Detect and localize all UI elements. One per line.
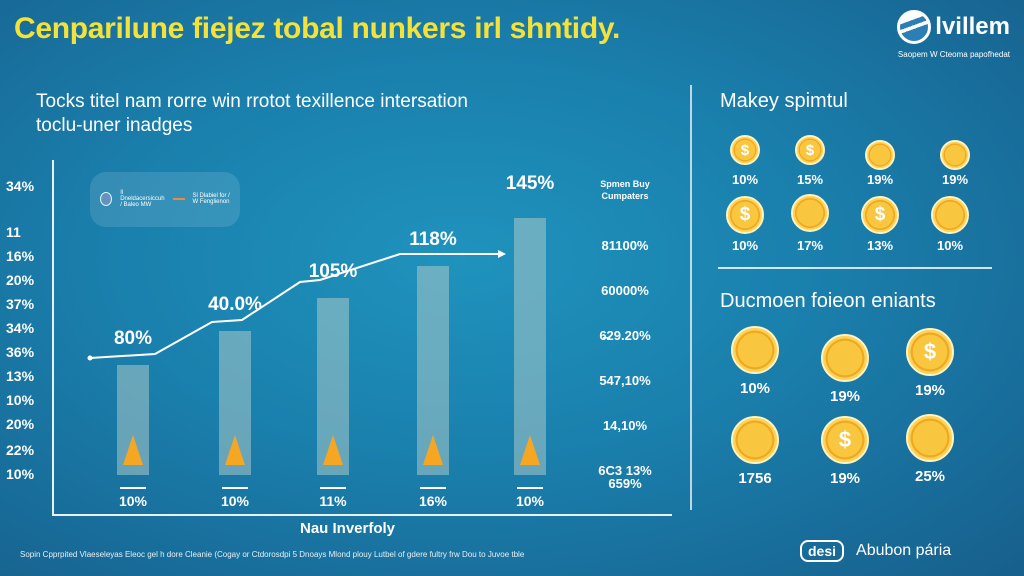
- y-tick-label: 36%: [6, 344, 35, 360]
- vertical-divider: [690, 85, 692, 510]
- coin-card-icon: [931, 196, 969, 234]
- dollar-coin-icon: $: [821, 416, 869, 464]
- y-tick-label: 10%: [6, 466, 35, 482]
- right-axis-label: 14,10%: [602, 418, 648, 433]
- chart-legend: Il Dneldacersiccuh / Baleo MW Sl Dlabiel…: [90, 172, 240, 227]
- coin-icon: [791, 194, 829, 232]
- y-tick-label: 20%: [6, 416, 35, 432]
- x-tick-label: 10%: [118, 493, 148, 509]
- right-axis-title-2: Cumpaters: [601, 191, 649, 201]
- y-tick-label: 34%: [6, 178, 35, 194]
- coin-label: 19%: [829, 470, 861, 487]
- coin-label: 25%: [914, 468, 946, 485]
- brand-name: Abubon pária: [856, 542, 952, 559]
- x-tick-mark: [320, 487, 346, 489]
- coin-stack-screen-icon: [940, 140, 970, 170]
- x-tick-label: 16%: [418, 493, 448, 509]
- footer-disclaimer: Sopin Cpprpited Vlaeseleyas Eleoc gel h …: [20, 550, 525, 559]
- logo-name: lvillem: [935, 13, 1010, 40]
- bar-value-label: 145%: [505, 173, 555, 194]
- dollar-coin-icon: $: [795, 135, 825, 165]
- dollar-coin-icon: $: [861, 196, 899, 234]
- coin-label: 19%: [829, 388, 861, 405]
- y-tick-label: 10%: [6, 392, 35, 408]
- x-axis-title: Nau Inverfoly: [300, 520, 396, 537]
- y-tick-label: 22%: [6, 442, 35, 458]
- coin-stack-screen-icon: [865, 140, 895, 170]
- panel2-title: Ducmoen foieon eniants: [720, 290, 936, 312]
- coin-icon: [731, 416, 779, 464]
- coin-label: 15%: [796, 172, 824, 187]
- bar: [514, 218, 546, 475]
- right-axis-label: 81100%: [601, 238, 649, 253]
- trend-arrow-head: [498, 250, 506, 258]
- bar-value-label: 40.0%: [208, 294, 262, 315]
- coin-label: 10%: [731, 238, 759, 253]
- x-tick-label: 10%: [220, 493, 250, 509]
- logo-tagline: Saopem W Cteoma papofhedat: [897, 50, 1010, 59]
- right-axis-label: 6C3 13%: [598, 463, 652, 478]
- right-axis-title-1: Spmen Buy: [600, 179, 650, 189]
- globe-icon: [897, 10, 932, 44]
- subtitle-line-1: Tocks titel nam rorre win rrotot texille…: [36, 91, 468, 112]
- coin-label: 1756: [738, 470, 772, 487]
- right-axis-label: 547,10%: [599, 373, 651, 388]
- subtitle: Tocks titel nam rorre win rrotot texille…: [36, 90, 468, 138]
- horizontal-divider: [718, 267, 992, 269]
- coin-icon: [731, 326, 779, 374]
- x-tick-label: 11%: [319, 493, 347, 509]
- right-axis-label: 659%: [608, 476, 642, 491]
- coin-icon: [906, 414, 954, 462]
- coin-card-icon: [821, 334, 869, 382]
- coin-label: 10%: [731, 172, 759, 187]
- brand-badge: desi: [800, 540, 845, 562]
- bar-value-label: 105%: [308, 261, 358, 282]
- trend-line-svg: [0, 0, 690, 520]
- y-tick-label: 16%: [6, 248, 35, 264]
- trend-line: [89, 253, 500, 359]
- dollar-coin-icon: $: [726, 196, 764, 234]
- coin-label: 19%: [941, 172, 969, 187]
- legend-swatch-orange: [172, 198, 185, 200]
- dollar-coin-card-icon: $: [906, 328, 954, 376]
- x-axis-line: [52, 514, 672, 516]
- y-tick-label: 20%: [6, 272, 35, 288]
- legend-item-1: Il Dneldacersiccuh / Baleo MW: [120, 190, 165, 208]
- bar-value-label: 80%: [113, 328, 153, 349]
- legend-globe-icon: [100, 192, 113, 206]
- coin-label: 17%: [796, 238, 824, 253]
- panel1-title: Makey spimtul: [720, 90, 848, 112]
- y-tick-label: 11: [6, 224, 21, 240]
- y-axis-line: [52, 160, 54, 516]
- right-axis-label: 60000%: [601, 283, 649, 298]
- y-tick-label: 34%: [6, 320, 35, 336]
- right-axis-label: 6̶29.20%: [599, 328, 651, 343]
- x-tick-mark: [120, 487, 146, 489]
- bar-value-label: 118%: [409, 229, 457, 250]
- legend-item-2: Sl Dlabiel for / W Fenglienon: [192, 193, 230, 205]
- x-tick-mark: [517, 487, 543, 489]
- coin-label: 13%: [866, 238, 894, 253]
- coin-label: 19%: [866, 172, 894, 187]
- page-title: Cenparilune fiejez tobal nunkers irl shn…: [14, 12, 621, 45]
- x-tick-mark: [420, 487, 446, 489]
- subtitle-line-2: toclu-uner inadges: [36, 115, 193, 136]
- y-tick-label: 37%: [6, 296, 35, 312]
- coin-label: 19%: [914, 382, 946, 399]
- y-tick-label: 13%: [6, 368, 35, 384]
- right-axis-title: Spmen Buy Cumpaters: [590, 178, 660, 202]
- trend-start-dot: [87, 355, 93, 361]
- dollar-coin-icon: $: [730, 135, 760, 165]
- coin-label: 10%: [936, 238, 964, 253]
- coin-label: 10%: [739, 380, 771, 397]
- logo: lvillem Saopem W Cteoma papofhedat: [897, 10, 1010, 59]
- x-tick-label: 10%: [515, 493, 545, 509]
- footer-brand: desi Abubon pária: [800, 540, 951, 562]
- x-tick-mark: [222, 487, 248, 489]
